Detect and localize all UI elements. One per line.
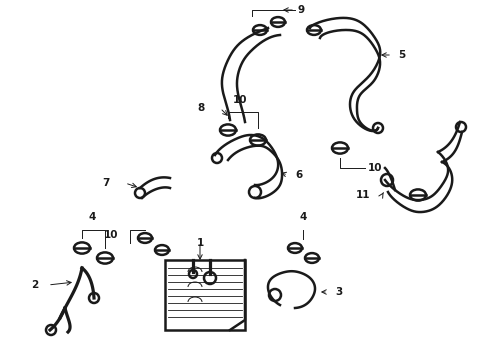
Text: 5: 5 [398,50,405,60]
Text: 4: 4 [299,212,307,222]
Text: 10: 10 [368,163,383,173]
Text: 1: 1 [196,238,204,248]
Text: 3: 3 [335,287,342,297]
Text: 4: 4 [88,212,96,222]
Text: 11: 11 [356,190,370,200]
Text: 8: 8 [198,103,205,113]
Text: 10: 10 [103,230,118,240]
Text: 9: 9 [298,5,305,15]
Text: 6: 6 [295,170,302,180]
Text: 2: 2 [31,280,38,290]
Text: 10: 10 [233,95,247,105]
Text: 7: 7 [102,178,110,188]
Bar [165,260,245,330]
